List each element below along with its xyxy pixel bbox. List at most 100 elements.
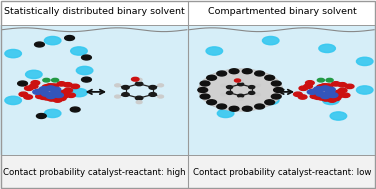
- Circle shape: [26, 70, 42, 79]
- Circle shape: [36, 114, 46, 119]
- Circle shape: [29, 84, 38, 88]
- FancyBboxPatch shape: [188, 25, 376, 155]
- Circle shape: [207, 75, 217, 80]
- Circle shape: [206, 47, 223, 55]
- Circle shape: [52, 78, 59, 82]
- Circle shape: [227, 91, 233, 94]
- Circle shape: [54, 93, 64, 98]
- Circle shape: [82, 77, 91, 82]
- Circle shape: [217, 71, 227, 76]
- FancyBboxPatch shape: [188, 0, 376, 25]
- Circle shape: [320, 86, 330, 91]
- Circle shape: [328, 93, 338, 98]
- Text: Compartmented binary solvent: Compartmented binary solvent: [208, 8, 356, 16]
- Circle shape: [298, 95, 307, 99]
- Circle shape: [47, 97, 56, 101]
- Circle shape: [265, 100, 274, 105]
- Circle shape: [306, 81, 314, 85]
- Circle shape: [307, 90, 317, 94]
- Circle shape: [158, 84, 164, 87]
- Circle shape: [330, 112, 347, 120]
- Circle shape: [314, 95, 323, 99]
- Circle shape: [294, 92, 302, 96]
- Text: Statistically distributed binary solvent: Statistically distributed binary solvent: [4, 8, 184, 16]
- Circle shape: [53, 98, 62, 102]
- FancyBboxPatch shape: [188, 155, 376, 189]
- Circle shape: [51, 87, 61, 92]
- Circle shape: [18, 81, 27, 86]
- Circle shape: [309, 89, 318, 94]
- Circle shape: [310, 94, 319, 98]
- Circle shape: [317, 78, 324, 82]
- Circle shape: [43, 78, 50, 82]
- Circle shape: [345, 84, 354, 89]
- Circle shape: [71, 88, 87, 97]
- Circle shape: [207, 100, 217, 105]
- Circle shape: [321, 94, 330, 99]
- Circle shape: [115, 95, 121, 98]
- Circle shape: [238, 80, 243, 82]
- Circle shape: [82, 55, 91, 60]
- Circle shape: [41, 91, 51, 96]
- Circle shape: [210, 79, 226, 88]
- Circle shape: [71, 84, 79, 89]
- Circle shape: [35, 42, 44, 47]
- FancyBboxPatch shape: [0, 155, 188, 189]
- Circle shape: [199, 69, 283, 111]
- Circle shape: [324, 84, 333, 88]
- Circle shape: [356, 86, 373, 94]
- Circle shape: [317, 85, 325, 89]
- Circle shape: [31, 81, 40, 85]
- Circle shape: [325, 89, 335, 94]
- Circle shape: [135, 96, 143, 100]
- Circle shape: [262, 96, 279, 105]
- Circle shape: [229, 69, 239, 74]
- Circle shape: [238, 83, 244, 86]
- Circle shape: [44, 109, 61, 118]
- Circle shape: [322, 97, 331, 101]
- FancyBboxPatch shape: [0, 0, 188, 25]
- Circle shape: [334, 94, 343, 98]
- Circle shape: [238, 98, 243, 100]
- Circle shape: [217, 104, 227, 109]
- Circle shape: [39, 95, 48, 99]
- Circle shape: [271, 81, 281, 86]
- Circle shape: [238, 94, 244, 97]
- Circle shape: [314, 87, 323, 91]
- Circle shape: [338, 83, 347, 87]
- Circle shape: [43, 88, 59, 96]
- Circle shape: [135, 82, 143, 86]
- Circle shape: [19, 92, 28, 96]
- Circle shape: [42, 85, 51, 89]
- Circle shape: [235, 79, 241, 82]
- Circle shape: [136, 78, 142, 81]
- Circle shape: [198, 88, 208, 92]
- Circle shape: [57, 82, 66, 86]
- Circle shape: [299, 86, 308, 91]
- Circle shape: [227, 86, 233, 89]
- Circle shape: [338, 88, 347, 93]
- Circle shape: [51, 89, 60, 94]
- Circle shape: [319, 44, 335, 53]
- Circle shape: [44, 36, 61, 45]
- Circle shape: [149, 85, 156, 89]
- Circle shape: [217, 109, 234, 118]
- Circle shape: [136, 101, 142, 104]
- Circle shape: [58, 96, 66, 101]
- Circle shape: [274, 88, 284, 92]
- Circle shape: [60, 90, 69, 94]
- Circle shape: [64, 88, 73, 93]
- Circle shape: [221, 93, 226, 96]
- Circle shape: [265, 75, 274, 80]
- Circle shape: [262, 36, 279, 45]
- Circle shape: [356, 57, 373, 66]
- Circle shape: [316, 91, 325, 96]
- Circle shape: [50, 84, 58, 88]
- Circle shape: [71, 47, 87, 55]
- Circle shape: [76, 66, 93, 75]
- Circle shape: [341, 93, 350, 98]
- Circle shape: [24, 86, 33, 91]
- Circle shape: [332, 96, 341, 101]
- Circle shape: [332, 82, 340, 86]
- Circle shape: [249, 91, 255, 94]
